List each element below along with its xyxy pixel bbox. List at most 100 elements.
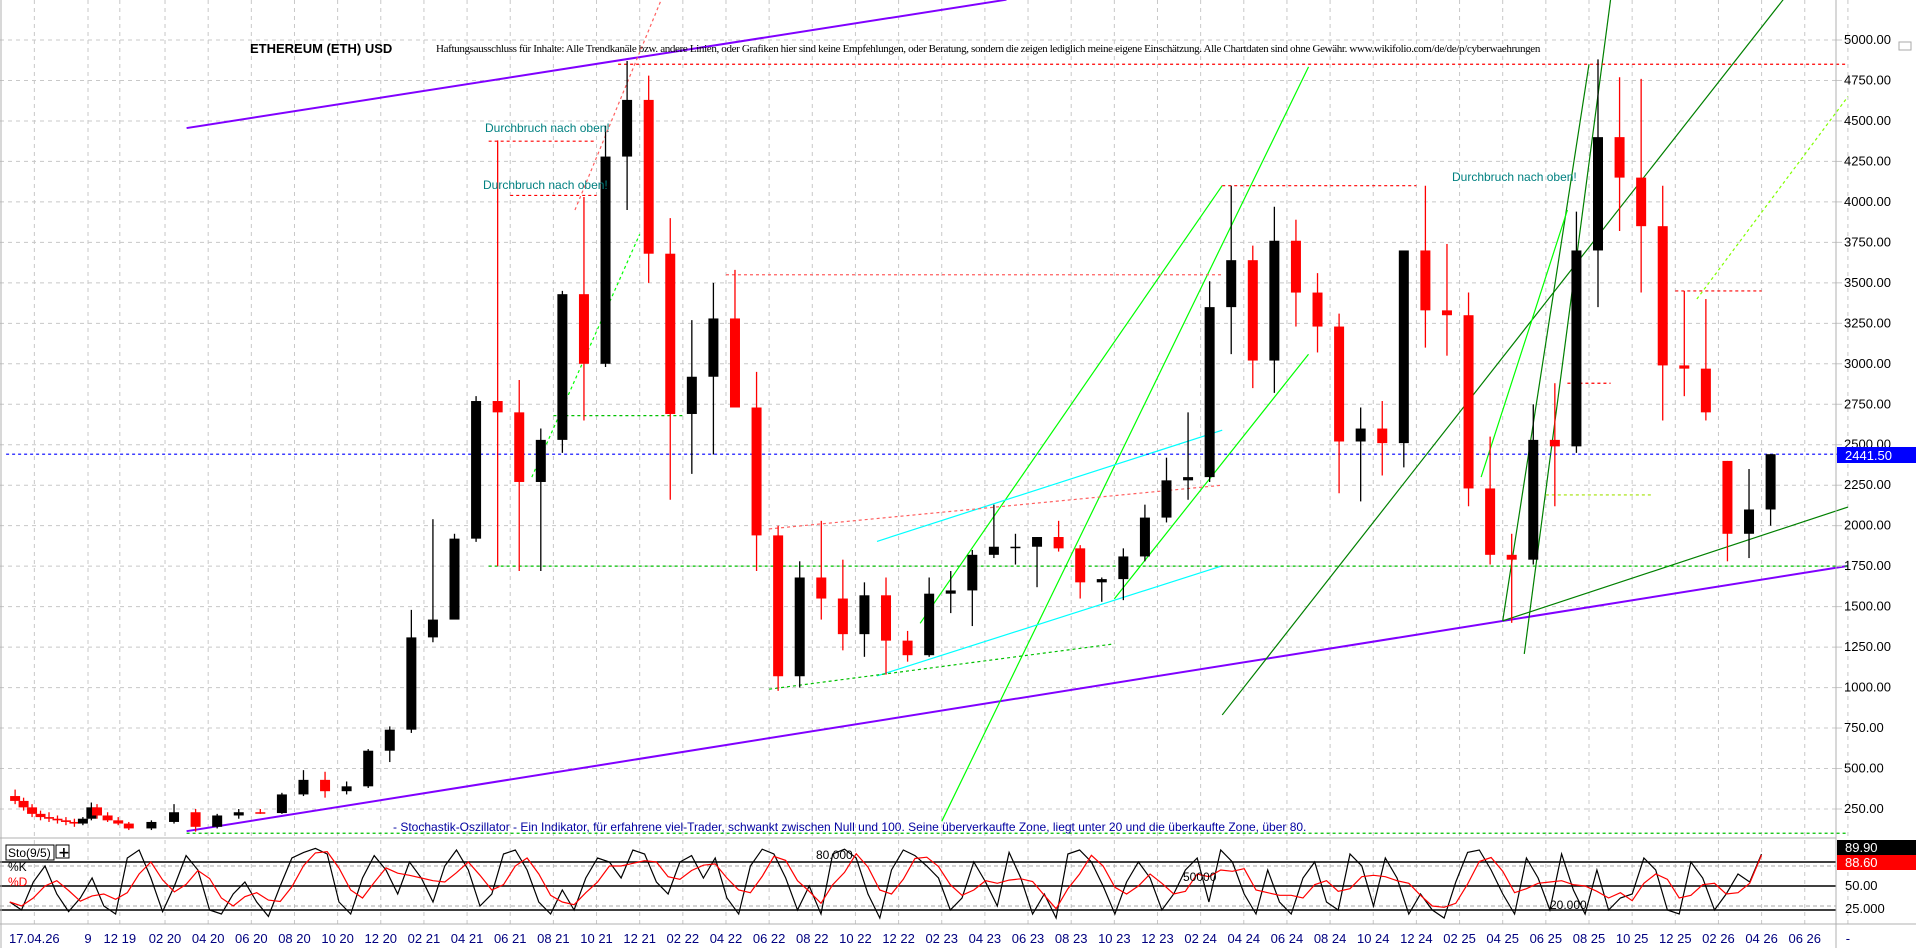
stochastic-legend-box[interactable] (5, 844, 55, 861)
expand-indicator-button[interactable] (55, 844, 70, 859)
plus-icon: + (58, 845, 70, 861)
trendline (186, 0, 1007, 130)
candle-body (471, 401, 482, 539)
stoch-k-line (9, 847, 1763, 920)
candle-body (1204, 307, 1215, 478)
y-tick-label: 250.00 (1844, 801, 1884, 816)
candle-body (729, 318, 740, 408)
candle-body (1290, 240, 1301, 293)
candle-body (535, 439, 546, 482)
trendline (186, 564, 1849, 833)
annotation-breakout-3: Durchbruch nach oben! (1452, 170, 1577, 184)
minimize-panel-button[interactable] (1898, 41, 1912, 51)
price-candles (10, 59, 1776, 832)
candle-body (1614, 137, 1625, 178)
candle-body (169, 812, 180, 822)
candle-body (449, 538, 460, 620)
x-tick-label: 02 22 (667, 931, 700, 946)
trendline (1502, 64, 1590, 621)
candle-body (881, 595, 892, 641)
disclaimer: Haftungsausschluss für Inhalte: Alle Tre… (436, 44, 1541, 55)
trendline (1523, 0, 1612, 654)
candle-body (1463, 315, 1474, 489)
candle-body (363, 750, 374, 787)
x-tick-label: 12 24 (1400, 931, 1433, 946)
candle-body (600, 156, 611, 364)
candle-body (1549, 439, 1560, 447)
d-value: 88.60 (1845, 855, 1878, 870)
candle-body (859, 595, 870, 635)
candle-body (102, 815, 113, 821)
candle-body (384, 729, 395, 751)
candle-body (1053, 537, 1064, 549)
last-price-badge (1837, 447, 1916, 463)
candle-body (514, 412, 525, 482)
y-tick-label: 3500.00 (1844, 275, 1891, 290)
x-tick-label: 12 23 (1141, 931, 1174, 946)
candle-body (212, 815, 223, 827)
last-price-value: 2441.50 (1845, 448, 1892, 463)
candle-body (1312, 292, 1323, 327)
x-tick-label: 04 20 (192, 931, 225, 946)
x-tick-label: 08 25 (1573, 931, 1606, 946)
x-tick-label: 02 24 (1184, 931, 1217, 946)
candle-body (1765, 454, 1776, 510)
candle-body (77, 818, 88, 824)
candle-body (113, 820, 124, 824)
x-tick-label: 04 23 (969, 931, 1002, 946)
y-tick-label: 2750.00 (1844, 396, 1891, 411)
candle-body (622, 99, 633, 157)
stochastic-description: - Stochastik-Oszillator - Ein Indikator,… (393, 820, 1306, 834)
x-tick-label: 17.04.26 (9, 931, 60, 946)
x-tick-label: 9 (84, 931, 91, 946)
candle-body (945, 590, 956, 594)
candle-body (123, 823, 134, 829)
candle-body (1032, 537, 1043, 547)
x-tick-label: 06 22 (753, 931, 786, 946)
y-tick-label: 5000.00 (1844, 32, 1891, 47)
x-tick-label: 08 23 (1055, 931, 1088, 946)
x-tick-label: 06 24 (1271, 931, 1304, 946)
x-tick-label: 10 22 (839, 931, 872, 946)
x-tick-label: 12 25 (1659, 931, 1692, 946)
candle-body (298, 779, 309, 795)
y-tick-label: 1500.00 (1844, 599, 1891, 614)
x-tick-label: 02 25 (1443, 931, 1476, 946)
level-label-80: 80.000 (816, 848, 853, 862)
x-tick-label: 08 22 (796, 931, 829, 946)
candle-body (406, 637, 417, 730)
x-tick-label: 10 25 (1616, 931, 1649, 946)
candle-body (1420, 250, 1431, 311)
x-tick-label: 04 24 (1228, 931, 1261, 946)
x-tick-label: 04 22 (710, 931, 743, 946)
candle-body (69, 821, 80, 824)
candle-body (1183, 477, 1194, 481)
level-label-20: 20.000 (1550, 898, 1587, 912)
x-tick-label: 10 21 (580, 931, 613, 946)
y-tick-label: 1000.00 (1844, 680, 1891, 695)
level-label-50: 50000 (1183, 870, 1217, 884)
trendline (769, 643, 1115, 690)
trendline (919, 185, 1223, 624)
x-tick-label: 08 20 (278, 931, 311, 946)
k-value-badge (1837, 840, 1916, 855)
candle-body (643, 99, 654, 254)
x-tick-label: 06 23 (1012, 931, 1045, 946)
trendline (876, 429, 1223, 542)
candle-body (320, 779, 331, 792)
stoch-axis-25: 25.000 (1845, 901, 1885, 916)
candle-body (902, 640, 913, 656)
candle-body (1226, 260, 1237, 308)
candle-body (1355, 428, 1366, 442)
candle-body (1161, 480, 1172, 518)
grid (0, 0, 1849, 925)
y-tick-label: 3750.00 (1844, 234, 1891, 249)
candle-body (557, 294, 568, 440)
x-tick-label: 02 21 (408, 931, 441, 946)
trendline (876, 565, 1223, 677)
candle-body (1657, 226, 1668, 366)
candle-body (686, 376, 697, 414)
candle-body (35, 813, 46, 818)
